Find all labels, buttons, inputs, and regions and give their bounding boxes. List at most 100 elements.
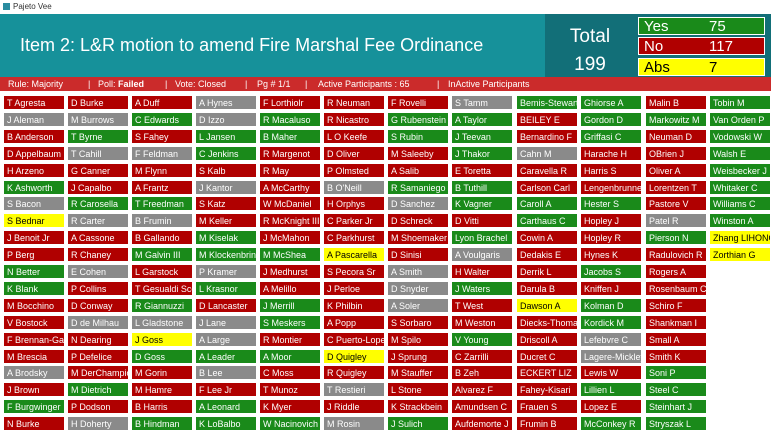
status-divider: |: [165, 79, 168, 89]
participant-cell: A Salib: [387, 162, 449, 178]
participant-cell: C Parker Jr: [323, 213, 385, 229]
participant-cell: G Rubenstein: [387, 111, 449, 127]
participant-cell: A Frantz: [131, 179, 193, 195]
participant-cell: K Philbin: [323, 297, 385, 313]
participant-cell: V Bostock: [3, 314, 65, 330]
participant-cell: L Stone: [387, 382, 449, 398]
participant-cell: J Riddle: [323, 399, 385, 415]
status-divider: |: [245, 79, 248, 89]
participant-cell: J Benoit Jr: [3, 230, 65, 246]
participant-cell: Alvarez F: [451, 382, 513, 398]
participant-cell: K Ashworth: [3, 179, 65, 195]
participant-cell: K Vagner: [451, 196, 513, 212]
participant-cell: M Klockenbrink: [195, 247, 257, 263]
participant-cell: A Leonard: [195, 399, 257, 415]
participant-cell: P Dodson: [67, 399, 129, 415]
participant-cell: N Burke: [3, 416, 65, 432]
participant-cell: Jacobs S: [580, 264, 642, 279]
participant-cell: S Katz: [195, 196, 257, 212]
participant-cell: R Margenot: [259, 145, 321, 161]
participant-cell: F Feldman: [131, 145, 193, 161]
participant-cell: R Giannuzzi: [131, 297, 193, 313]
participant-cell: B Maher: [259, 128, 321, 144]
participant-cell: S Meskers: [259, 314, 321, 330]
no-label: No: [644, 38, 664, 55]
participant-cell: Small A: [645, 331, 707, 347]
participant-cell: Griffasi C: [580, 128, 642, 144]
participant-cell: Cahn M: [516, 145, 578, 161]
participant-cell: Lillien L: [580, 382, 642, 398]
participant-cell: S Kalb: [195, 162, 257, 178]
participant-cell: OBrien J: [645, 145, 707, 161]
participant-cell: Van Orden P: [709, 111, 771, 127]
participant-cell: Darula B: [516, 280, 578, 296]
participant-cell: Neuman D: [645, 128, 707, 144]
participant-cell: Dawson A: [516, 297, 578, 313]
participant-cell: S Sorbaro: [387, 314, 449, 330]
participant-cell: B O'Neill: [323, 179, 385, 195]
participant-cell: D Lancaster: [195, 297, 257, 313]
participant-cell: W Nacinovich: [259, 416, 321, 432]
status-divider: |: [437, 79, 440, 89]
participant-cell: S Bacon: [3, 196, 65, 212]
participant-cell: Rosenbaum C: [645, 280, 707, 296]
participant-cell: H Doherty: [67, 416, 129, 432]
participant-cell: A Moor: [259, 348, 321, 364]
participant-cell: Schiro F: [645, 297, 707, 313]
participant-cell: T Agresta: [3, 95, 65, 110]
participant-cell: D Quigley: [323, 348, 385, 364]
participant-cell: C Puerto-Lopes: [323, 331, 385, 347]
participant-cell: Hopley R: [580, 230, 642, 246]
total-panel: Total 199: [545, 14, 635, 77]
participant-cell: Aufdemorte J: [451, 416, 513, 432]
participant-cell: Cowin A: [516, 230, 578, 246]
participant-cell: D Appelbaum: [3, 145, 65, 161]
participant-cell: Kolman D: [580, 297, 642, 313]
participant-cell: D Sinisi: [387, 247, 449, 263]
total-label: Total: [569, 26, 611, 47]
participant-cell: D Snyder: [387, 280, 449, 296]
participant-cell: B Gallando: [131, 230, 193, 246]
participant-cell: ECKERT LIZ: [516, 365, 578, 381]
participant-cell: T Freedman: [131, 196, 193, 212]
participant-cell: D Oliver: [323, 145, 385, 161]
participant-cell: Kordick M: [580, 314, 642, 330]
participant-cell: C Edwards: [131, 111, 193, 127]
participant-cell: M Saleeby: [387, 145, 449, 161]
participant-cell: A Pascarella: [323, 247, 385, 263]
participant-cell: M Hamre: [131, 382, 193, 398]
participant-cell: M Burrows: [67, 111, 129, 127]
participant-cell: A Brodsky: [3, 365, 65, 381]
participant-cell: S Tamm: [451, 95, 513, 110]
participant-cell: P Berg: [3, 247, 65, 263]
participant-cell: P Kramer: [195, 264, 257, 279]
participant-cell: Harache H: [580, 145, 642, 161]
participant-cell: M Stauffer: [387, 365, 449, 381]
participant-cell: Patel R: [645, 213, 707, 229]
participant-cell: Carthaus C: [516, 213, 578, 229]
participant-cell: Harris S: [580, 162, 642, 178]
participant-cell: Vodowski W: [709, 128, 771, 144]
participant-cell: B Tuthill: [451, 179, 513, 195]
participant-cell: M Galvin III: [131, 247, 193, 263]
participant-cell: A Cassone: [67, 230, 129, 246]
participant-cell: T Byrne: [67, 128, 129, 144]
participant-cell: D de Milhau: [67, 314, 129, 330]
participant-cell: Kniffen J: [580, 280, 642, 296]
participant-cell: Caroll A: [516, 196, 578, 212]
participant-cell: Pastore V: [645, 196, 707, 212]
participant-cell: Hynes K: [580, 247, 642, 263]
participant-cell: J McMahon: [259, 230, 321, 246]
participant-cell: S Fahey: [131, 128, 193, 144]
participant-cell: R Nicastro: [323, 111, 385, 127]
participant-cell: Pierson N: [645, 230, 707, 246]
participant-cell: M Rosin: [323, 416, 385, 432]
participant-cell: Walsh E: [709, 145, 771, 161]
participant-cell: R Samaniego: [387, 179, 449, 195]
participant-cell: F Lorthiolr: [259, 95, 321, 110]
participant-cell: B Lee: [195, 365, 257, 381]
participant-cell: S Rubin: [387, 128, 449, 144]
participant-cell: B Harris: [131, 399, 193, 415]
participant-cell: J Sprung: [387, 348, 449, 364]
participant-cell: Lewis W: [580, 365, 642, 381]
